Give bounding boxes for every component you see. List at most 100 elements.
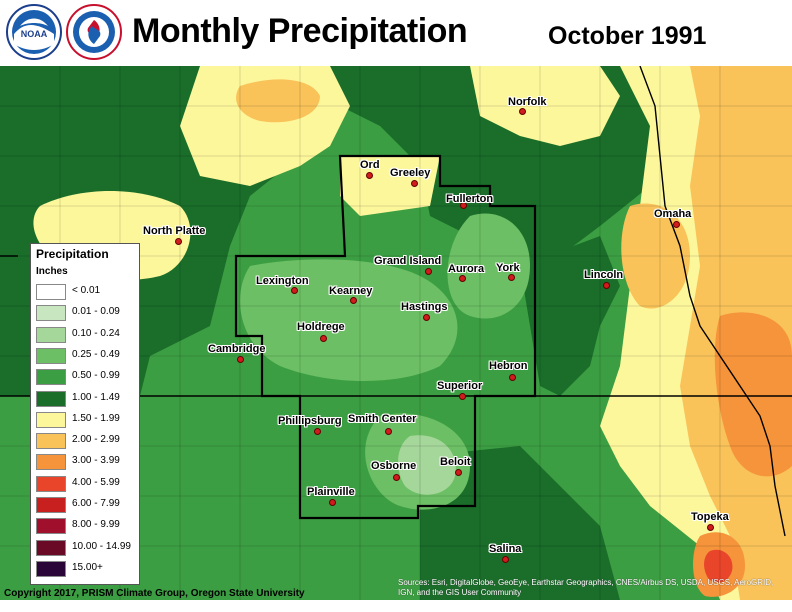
precipitation-map xyxy=(0,66,792,600)
legend-swatch xyxy=(36,347,66,364)
legend-item: 0.50 - 0.99 xyxy=(36,369,136,386)
legend-item: 0.10 - 0.24 xyxy=(36,326,136,344)
map-region-dark-green-south xyxy=(420,446,620,600)
legend-item: 6.00 - 7.99 xyxy=(36,497,136,514)
legend-title: Precipitation xyxy=(36,247,109,261)
city-label-york: York xyxy=(496,262,520,274)
city-label-smith-center: Smith Center xyxy=(348,413,417,425)
city-dot-superior xyxy=(459,393,466,400)
map-title: Monthly Precipitation xyxy=(132,12,468,50)
city-dot-kearney xyxy=(350,297,357,304)
missouri-river-line xyxy=(639,66,786,537)
legend-swatch xyxy=(36,284,66,300)
city-dot-north-platte xyxy=(175,238,182,245)
city-label-osborne: Osborne xyxy=(371,460,417,472)
map-region-yellow-northeast xyxy=(470,66,620,146)
legend-item: 0.25 - 0.49 xyxy=(36,347,136,365)
map-region-dark-green-east xyxy=(520,236,620,396)
map-region-yellow-ord xyxy=(340,156,440,216)
city-label-north-platte: North Platte xyxy=(143,225,206,237)
map-date: October 1991 xyxy=(548,22,707,50)
legend-label: 1.00 - 1.49 xyxy=(72,391,120,403)
legend-swatch xyxy=(36,518,66,535)
city-label-kearney: Kearney xyxy=(329,285,373,297)
legend-swatch xyxy=(36,369,66,386)
city-label-beloit: Beloit xyxy=(440,456,471,468)
legend-swatch xyxy=(36,497,66,513)
legend-swatch xyxy=(36,411,66,428)
city-label-ord: Ord xyxy=(360,159,380,171)
city-dot-cambridge xyxy=(237,356,244,363)
city-dot-beloit xyxy=(455,469,462,476)
legend-label: 10.00 - 14.99 xyxy=(72,540,131,552)
city-dot-salina xyxy=(502,556,509,563)
city-label-greeley: Greeley xyxy=(390,167,431,179)
city-dot-topeka xyxy=(707,524,714,531)
legend-label: 0.10 - 0.24 xyxy=(72,327,120,339)
city-label-holdrege: Holdrege xyxy=(297,321,345,333)
city-label-fullerton: Fullerton xyxy=(446,193,494,205)
legend-label: 4.00 - 5.99 xyxy=(72,476,120,488)
city-label-lincoln: Lincoln xyxy=(584,269,624,281)
legend-swatch xyxy=(36,454,66,471)
map-legend: Precipitation Inches < 0.01 0.01 - 0.09 0.… xyxy=(30,243,140,585)
city-dot-phillipsburg xyxy=(314,428,321,435)
copyright-text: Copyright 2017, PRISM Climate Group, Ore… xyxy=(4,588,305,599)
legend-label: 1.50 - 1.99 xyxy=(72,412,120,424)
legend-swatch xyxy=(36,305,66,322)
map-region-orange-upper xyxy=(236,79,320,123)
map-region-deep-orange-east xyxy=(714,312,792,477)
city-label-cambridge: Cambridge xyxy=(208,343,266,355)
legend-item: 4.00 - 5.99 xyxy=(36,475,136,493)
nws-logo-icon xyxy=(66,4,122,60)
city-dot-aurora xyxy=(459,275,466,282)
city-dot-norfolk xyxy=(519,108,526,115)
legend-label: 2.00 - 2.99 xyxy=(72,434,120,446)
legend-item: 15.00+ xyxy=(36,560,136,578)
basemap-credits: Sources: Esri, DigitalGlobe, GeoEye, Ear… xyxy=(398,578,774,597)
map-region-lighter-green xyxy=(398,435,456,495)
legend-units: Inches xyxy=(36,266,68,277)
legend-item: < 0.01 xyxy=(36,284,136,301)
city-dot-fullerton xyxy=(460,202,467,209)
city-label-phillipsburg: Phillipsburg xyxy=(278,415,342,427)
city-dot-ord xyxy=(366,172,373,179)
legend-item: 3.00 - 3.99 xyxy=(36,454,136,471)
city-dot-york xyxy=(508,274,515,281)
city-label-superior: Superior xyxy=(437,380,483,392)
legend-swatch xyxy=(36,433,66,450)
legend-swatch xyxy=(36,326,66,343)
city-dot-greeley xyxy=(411,180,418,187)
city-dot-smith-center xyxy=(385,428,392,435)
city-dot-hebron xyxy=(509,374,516,381)
legend-swatch xyxy=(36,560,66,577)
city-label-hastings: Hastings xyxy=(401,301,448,313)
city-dot-osborne xyxy=(393,474,400,481)
map-region-red-topeka xyxy=(704,549,733,583)
city-dot-omaha xyxy=(673,221,680,228)
city-dot-grand-island xyxy=(425,268,432,275)
city-label-norfolk: Norfolk xyxy=(508,96,547,108)
city-label-hebron: Hebron xyxy=(489,360,528,372)
legend-label: 0.25 - 0.49 xyxy=(72,348,120,360)
city-label-salina: Salina xyxy=(489,543,522,555)
legend-label: 8.00 - 9.99 xyxy=(72,519,120,531)
legend-swatch xyxy=(36,390,66,407)
city-dot-plainville xyxy=(329,499,336,506)
legend-item: 1.00 - 1.49 xyxy=(36,390,136,408)
legend-item: 2.00 - 2.99 xyxy=(36,433,136,450)
city-dot-holdrege xyxy=(320,335,327,342)
city-dot-lincoln xyxy=(603,282,610,289)
city-label-grand-island: Grand Island xyxy=(374,255,442,267)
legend-item: 0.01 - 0.09 xyxy=(36,305,136,322)
legend-label: 0.01 - 0.09 xyxy=(72,306,120,318)
city-dot-hastings xyxy=(423,314,430,321)
city-label-aurora: Aurora xyxy=(448,263,485,275)
legend-swatch xyxy=(36,475,66,492)
city-dot-lexington xyxy=(291,287,298,294)
map-region-light-green-2 xyxy=(447,213,530,319)
noaa-logo-icon: NOAA xyxy=(6,4,62,60)
legend-item: 1.50 - 1.99 xyxy=(36,411,136,429)
legend-label: 3.00 - 3.99 xyxy=(72,455,120,467)
map-header: NOAA Monthly Precipitation October 1991 xyxy=(0,0,792,66)
